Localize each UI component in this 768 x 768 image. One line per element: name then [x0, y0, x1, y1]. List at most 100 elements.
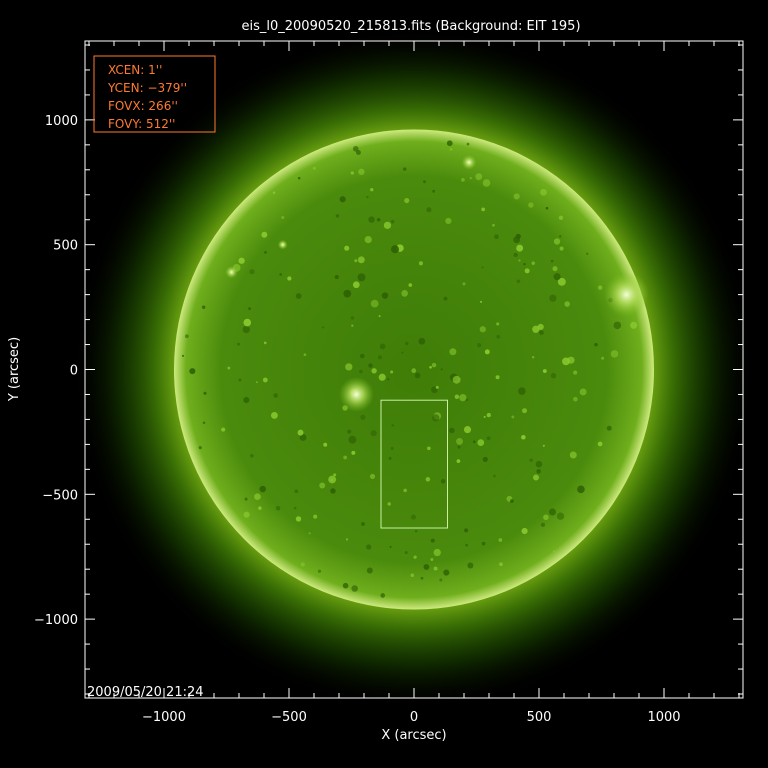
disk-texture: [528, 202, 534, 208]
x-tick-label: −1000: [142, 710, 186, 725]
disk-texture: [181, 354, 185, 357]
disk-texture: [606, 425, 612, 431]
disk-texture: [479, 326, 486, 333]
disk-texture: [516, 244, 524, 252]
disk-texture: [370, 430, 377, 437]
disk-texture: [472, 440, 476, 444]
disk-texture: [498, 538, 503, 542]
disk-texture: [312, 166, 317, 170]
disk-texture: [350, 316, 355, 320]
disk-texture: [357, 273, 366, 282]
disk-texture: [559, 246, 564, 251]
disk-texture: [482, 179, 491, 187]
disk-texture: [435, 385, 439, 389]
disk-texture: [273, 393, 278, 398]
disk-texture: [351, 585, 358, 592]
disk-texture: [334, 274, 339, 280]
disk-texture: [348, 435, 357, 444]
disk-texture: [377, 355, 382, 360]
disk-texture: [433, 548, 441, 557]
x-axis-label: X (arcsec): [381, 728, 446, 743]
disk-texture: [352, 145, 359, 152]
disk-texture: [449, 348, 457, 356]
disk-texture: [579, 388, 587, 396]
disk-texture: [391, 424, 394, 427]
disk-texture: [481, 207, 486, 212]
disk-texture: [249, 269, 255, 275]
disk-texture: [431, 362, 437, 368]
disk-texture: [535, 460, 543, 468]
disk-texture: [457, 445, 461, 449]
disk-texture: [430, 558, 434, 561]
disk-texture: [524, 268, 530, 274]
disk-texture: [464, 528, 469, 533]
disk-texture: [513, 252, 518, 258]
disk-texture: [610, 350, 619, 358]
disk-texture: [281, 215, 285, 219]
sun-image: [73, 28, 755, 711]
disk-texture: [303, 353, 307, 357]
disk-texture: [387, 502, 391, 506]
axis-ticks: −1000 −500 0 500 1000 −1000 −500 0 500 1000: [34, 41, 743, 725]
disk-texture: [542, 369, 547, 373]
disk-texture: [342, 582, 349, 589]
y-tick-label: −500: [42, 488, 78, 503]
disk-texture: [345, 363, 353, 371]
disk-texture: [483, 415, 486, 418]
disk-texture: [465, 543, 468, 547]
disk-texture: [390, 370, 394, 374]
disk-texture: [358, 168, 365, 176]
disk-texture: [297, 429, 304, 436]
disk-texture: [523, 263, 526, 266]
disk-texture: [243, 318, 252, 327]
disk-texture: [347, 429, 352, 434]
disk-texture: [405, 341, 409, 346]
disk-texture: [370, 299, 379, 308]
disk-texture: [446, 140, 453, 147]
disk-texture: [250, 454, 254, 458]
disk-texture: [368, 216, 375, 223]
disk-texture: [344, 245, 350, 251]
disk-texture: [243, 396, 250, 404]
disk-texture: [542, 444, 545, 447]
disk-texture: [275, 506, 281, 511]
disk-texture: [369, 473, 376, 479]
disk-texture: [469, 176, 472, 180]
eis-fov-box[interactable]: [380, 399, 448, 529]
disk-texture: [244, 497, 248, 501]
disk-texture: [370, 187, 374, 192]
disk-texture: [466, 142, 470, 146]
disk-texture: [427, 446, 431, 451]
disk-texture: [366, 195, 369, 199]
disk-texture: [557, 277, 566, 286]
disk-texture: [475, 173, 483, 181]
disk-texture: [243, 511, 250, 518]
disk-texture: [299, 434, 307, 441]
disk-texture: [201, 305, 206, 309]
disk-texture: [459, 394, 467, 402]
disk-texture: [352, 281, 360, 289]
disk-texture: [366, 544, 372, 550]
info-fovy: FOVY: 512'': [108, 117, 175, 131]
x-tick-label: 500: [527, 710, 552, 725]
disk-texture: [390, 447, 394, 450]
disk-texture: [443, 569, 450, 576]
disk-texture: [420, 576, 424, 580]
disk-texture: [359, 369, 363, 374]
disk-texture: [345, 538, 349, 541]
disk-texture: [335, 214, 340, 218]
disk-texture: [300, 562, 305, 567]
disk-texture: [482, 456, 488, 462]
disk-texture: [391, 245, 399, 254]
info-fovx: FOVX: 266'': [108, 99, 178, 113]
disk-texture: [261, 231, 268, 238]
disk-texture: [357, 256, 365, 264]
disk-texture: [533, 474, 539, 481]
disk-texture: [540, 188, 547, 196]
disk-texture: [496, 334, 501, 339]
disk-texture: [445, 217, 452, 225]
disk-texture: [411, 368, 417, 374]
disk-texture: [556, 512, 565, 520]
disk-texture: [343, 289, 352, 298]
disk-texture: [540, 522, 545, 527]
